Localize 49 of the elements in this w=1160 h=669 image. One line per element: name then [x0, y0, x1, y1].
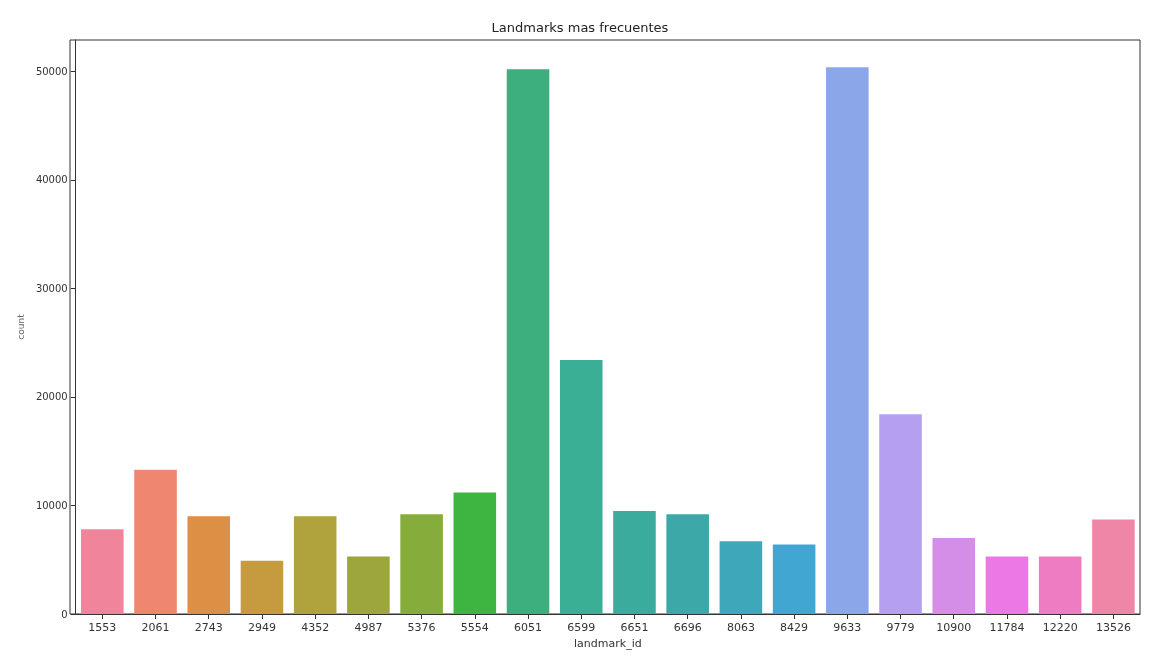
- x-tick-label: 4987: [354, 621, 383, 634]
- bar: [932, 538, 976, 614]
- x-tick-label: 9779: [886, 621, 915, 634]
- x-tick-label: 8063: [726, 621, 755, 634]
- bar: [772, 544, 816, 614]
- x-tick-label: 13526: [1095, 621, 1131, 634]
- y-tick-label: 50000: [35, 65, 68, 77]
- bar: [134, 469, 177, 614]
- bar: [826, 67, 869, 614]
- bar: [293, 516, 337, 614]
- bar: [985, 556, 1029, 614]
- x-tick-label: 5376: [407, 621, 436, 634]
- x-tick-label: 1553: [88, 621, 117, 634]
- bar: [400, 514, 443, 614]
- bar: [666, 514, 709, 614]
- bar: [347, 556, 390, 614]
- x-tick-label: 12220: [1042, 621, 1078, 634]
- x-tick-label: 6051: [514, 621, 543, 634]
- x-tick-label: 2949: [247, 621, 276, 634]
- chart-title: Landmarks mas frecuentes: [491, 20, 669, 35]
- x-tick-label: 8429: [780, 621, 809, 634]
- x-tick-label: 6696: [673, 621, 702, 634]
- x-tick-label: 10900: [936, 621, 972, 634]
- bar: [1092, 519, 1135, 614]
- bar: [719, 541, 763, 614]
- bar: [453, 492, 497, 614]
- bar: [187, 516, 231, 614]
- x-tick-label: 11784: [989, 621, 1025, 634]
- y-tick-label: 10000: [35, 499, 68, 511]
- y-tick-label: 20000: [35, 391, 68, 403]
- bar: [1038, 556, 1082, 614]
- bar: [613, 510, 656, 614]
- x-tick-label: 9633: [833, 621, 862, 634]
- bar: [506, 69, 550, 614]
- bar: [879, 414, 922, 614]
- bar: [559, 360, 603, 614]
- x-axis-title: landmark_id: [574, 637, 642, 650]
- x-tick-label: 2061: [141, 621, 170, 634]
- bar: [81, 529, 124, 614]
- x-tick-label: 6599: [567, 621, 596, 634]
- bar: [240, 560, 284, 614]
- y-axis-title: count: [15, 313, 26, 340]
- x-tick-label: 5554: [460, 621, 489, 634]
- x-tick-label: 6651: [620, 621, 649, 634]
- x-tick-label: 4352: [301, 621, 330, 634]
- x-tick-label: 2743: [194, 621, 223, 634]
- y-tick-label: 40000: [35, 174, 68, 186]
- y-tick-label: 30000: [35, 282, 68, 294]
- y-tick-label: 0: [61, 608, 68, 620]
